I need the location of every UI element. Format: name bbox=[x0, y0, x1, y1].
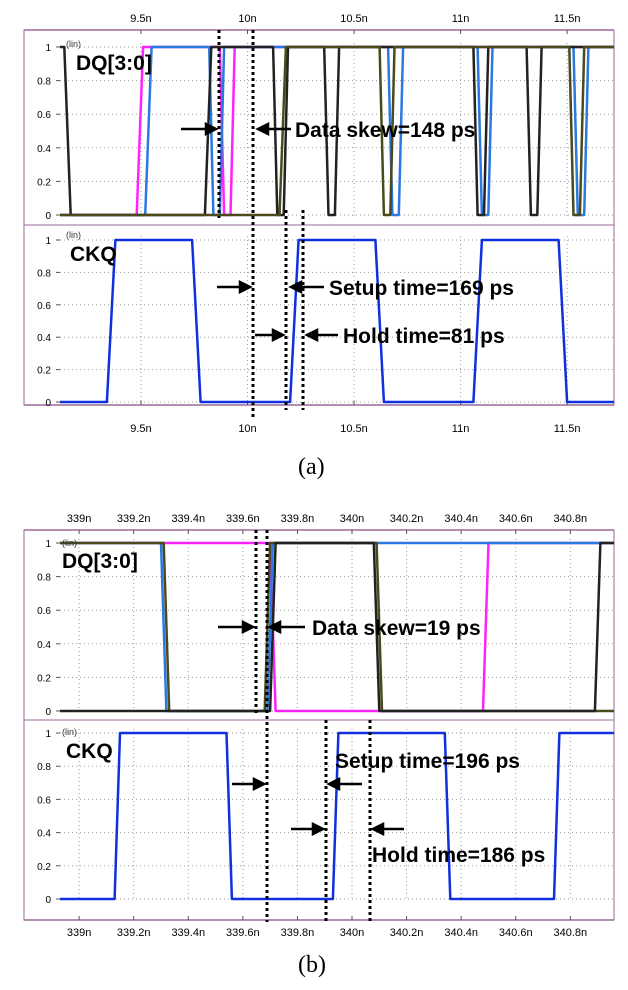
xtick-label: 11n bbox=[452, 423, 470, 435]
xtick-label: 10n bbox=[238, 423, 256, 435]
ytick-label: 0.2 bbox=[37, 366, 51, 377]
ytick-label: 0 bbox=[45, 707, 51, 718]
ytick-label: 0.6 bbox=[37, 606, 51, 617]
xtick-label: 339.6n bbox=[226, 927, 260, 939]
ytick-label: 0 bbox=[45, 398, 51, 409]
ytick-label: 0.6 bbox=[37, 301, 51, 312]
panel-a-arrowhead-skew-left bbox=[204, 121, 219, 137]
xtick-label: 339.2n bbox=[117, 927, 151, 939]
ytick-label: 0.2 bbox=[37, 673, 51, 684]
xtick-label: 10n bbox=[238, 13, 256, 25]
xtick-label: 11.5n bbox=[554, 423, 581, 435]
panel-a-dq-title: DQ[3:0] bbox=[76, 52, 152, 75]
series-blue-line bbox=[60, 45, 614, 217]
ytick-label: 0.6 bbox=[37, 795, 51, 806]
ytick-label: 0.4 bbox=[37, 333, 51, 344]
panel-b-arrowhead-hold-right bbox=[370, 821, 385, 837]
panel-b-arrowhead-skew-left bbox=[241, 619, 256, 635]
xtick-label: 11n bbox=[452, 13, 470, 25]
panel-a-arrowhead-skew-right bbox=[255, 121, 270, 137]
panel-b-annotation-setup: Setup time=196 ps bbox=[335, 750, 520, 773]
ytick-label: 0.8 bbox=[37, 573, 51, 584]
ytick-label: 1 bbox=[45, 729, 51, 740]
series-olive-line bbox=[60, 45, 614, 217]
panel-b-dq-title: DQ[3:0] bbox=[62, 550, 138, 573]
ytick-label: 0.4 bbox=[37, 144, 51, 155]
xtick-label: 340.2n bbox=[390, 513, 424, 525]
panel-a-ckq-title: CKQ bbox=[70, 243, 117, 266]
xtick-label: 340.2n bbox=[390, 927, 424, 939]
xtick-label: 339.2n bbox=[117, 513, 151, 525]
xtick-label: 10.5n bbox=[340, 13, 368, 25]
caption-b: (b) bbox=[298, 952, 326, 978]
panel-a-unit-top: (lin) bbox=[66, 39, 81, 49]
ytick-label: 0 bbox=[45, 895, 51, 906]
ytick-label: 0 bbox=[45, 211, 51, 222]
panel-b-arrowhead-skew-right bbox=[267, 619, 282, 635]
panel-b-annotation-hold: Hold time=186 ps bbox=[372, 844, 545, 867]
panel-a-annotation-hold: Hold time=81 ps bbox=[343, 325, 505, 348]
xtick-label: 340.8n bbox=[554, 927, 588, 939]
xtick-label: 340n bbox=[340, 513, 364, 525]
series-clk-line bbox=[60, 731, 614, 901]
panel-a-annotation-skew: Data skew=148 ps bbox=[295, 119, 475, 142]
ytick-label: 0.4 bbox=[37, 640, 51, 651]
ytick-label: 1 bbox=[45, 236, 51, 247]
panel-a-arrowhead-hold-right bbox=[304, 327, 319, 343]
panel-b-arrowhead-hold-left bbox=[311, 821, 326, 837]
ytick-label: 0.2 bbox=[37, 177, 51, 188]
panel-a-annotation-setup: Setup time=169 ps bbox=[329, 277, 514, 300]
xtick-label: 339.6n bbox=[226, 513, 260, 525]
xtick-label: 339.4n bbox=[171, 927, 205, 939]
panel-b-annotation-skew: Data skew=19 ps bbox=[312, 617, 481, 640]
panel-b: 339n 339.2n 339.4n 339.6n 339.8n 340n 340.2n 34… bbox=[23, 513, 615, 939]
ytick-label: 0.8 bbox=[37, 77, 51, 88]
panel-b-ckq-title: CKQ bbox=[66, 740, 113, 763]
xtick-label: 11.5n bbox=[554, 13, 581, 25]
panel-a-arrowhead-setup-right bbox=[288, 279, 303, 295]
ytick-label: 1 bbox=[45, 539, 51, 550]
xtick-label: 339.8n bbox=[281, 513, 315, 525]
panel-a-arrowhead-hold-left bbox=[271, 327, 286, 343]
panel-b-arrowhead-setup-left bbox=[252, 776, 267, 792]
ytick-label: 0.4 bbox=[37, 829, 51, 840]
panel-a: 9.5n 10n 10.5n 11n 11.5n 9.5n 10n 10.5n 11n 11.5n… bbox=[23, 13, 615, 435]
panel-b-unit-bot: (lin) bbox=[62, 727, 77, 737]
ytick-label: 0.2 bbox=[37, 862, 51, 873]
xtick-label: 340.6n bbox=[499, 513, 533, 525]
series-black-line bbox=[60, 541, 614, 713]
xtick-label: 340.8n bbox=[554, 513, 588, 525]
xtick-label: 9.5n bbox=[130, 423, 151, 435]
ytick-label: 0.8 bbox=[37, 762, 51, 773]
ytick-label: 0.6 bbox=[37, 110, 51, 121]
panel-a-arrowhead-setup-left bbox=[238, 279, 253, 295]
xtick-label: 10.5n bbox=[340, 423, 368, 435]
ytick-label: 1 bbox=[45, 43, 51, 54]
xtick-label: 340.6n bbox=[499, 927, 533, 939]
xtick-label: 339.4n bbox=[171, 513, 205, 525]
panel-b-arrowhead-setup-right bbox=[326, 776, 341, 792]
xtick-label: 339n bbox=[67, 513, 91, 525]
ytick-label: 0.8 bbox=[37, 268, 51, 279]
xtick-label: 340n bbox=[340, 927, 364, 939]
xtick-label: 340.4n bbox=[444, 927, 478, 939]
panel-a-unit-bot: (lin) bbox=[66, 230, 81, 240]
panel-b-unit-top: (lin) bbox=[62, 538, 77, 548]
xtick-label: 9.5n bbox=[130, 13, 151, 25]
series-clk-line bbox=[60, 238, 614, 404]
xtick-label: 339.8n bbox=[281, 927, 315, 939]
caption-a: (a) bbox=[298, 454, 325, 480]
xtick-label: 339n bbox=[67, 927, 91, 939]
xtick-label: 340.4n bbox=[444, 513, 478, 525]
